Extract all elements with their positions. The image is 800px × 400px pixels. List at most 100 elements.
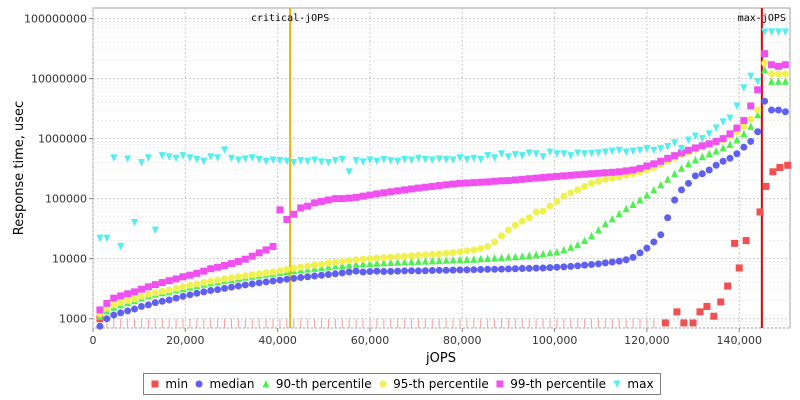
data-point: [373, 157, 381, 166]
data-point: [781, 70, 789, 78]
data-point: [221, 146, 229, 154]
data-point: [96, 234, 104, 243]
data-point: [283, 275, 291, 283]
data-point: [684, 136, 692, 144]
data-point: [525, 214, 533, 222]
legend-symbol: [151, 380, 159, 388]
data-point: [629, 166, 637, 174]
data-point: [491, 254, 499, 262]
data-point: [172, 154, 180, 163]
data-point: [442, 249, 450, 257]
data-point: [684, 179, 692, 187]
data-point: [636, 164, 644, 172]
data-point: [151, 289, 159, 297]
data-point: [511, 221, 519, 229]
data-point: [103, 315, 111, 323]
data-point: [511, 265, 519, 273]
data-point: [186, 154, 194, 162]
data-point: [456, 266, 464, 274]
data-point: [622, 256, 630, 264]
data-point: [207, 287, 215, 295]
data-point: [449, 180, 457, 188]
data-point: [636, 195, 644, 204]
data-point: [484, 242, 492, 250]
data-point: [96, 322, 104, 330]
data-point: [673, 308, 681, 316]
data-point: [352, 256, 360, 264]
series-99-th-percentile: [96, 50, 789, 314]
data-point: [442, 181, 450, 189]
data-point: [781, 28, 789, 36]
data-point: [241, 281, 249, 289]
data-point: [560, 172, 568, 180]
data-point: [407, 257, 415, 266]
data-point: [761, 97, 769, 105]
y-axis-ticks: 1000 10000 100000 1000000 10000000 100000000: [24, 13, 93, 326]
data-point: [567, 171, 575, 179]
data-point: [622, 148, 630, 156]
data-point: [726, 114, 734, 123]
data-point: [352, 157, 360, 165]
data-point: [532, 264, 540, 272]
data-point: [442, 266, 450, 274]
data-point: [338, 195, 346, 203]
data-point: [774, 70, 782, 78]
data-point: [477, 254, 485, 263]
data-point: [703, 302, 711, 310]
data-point: [712, 124, 720, 133]
data-point: [477, 155, 485, 164]
marker-label: max-jOPS: [738, 13, 786, 24]
data-point: [407, 185, 415, 193]
data-point: [511, 252, 519, 261]
data-point: [484, 152, 492, 160]
data-point: [594, 169, 602, 177]
data-point: [144, 283, 152, 291]
data-point: [774, 77, 782, 85]
legend-symbol: [379, 380, 387, 388]
data-point: [262, 278, 270, 286]
data-point: [131, 219, 139, 227]
data-point: [214, 286, 222, 294]
data-point: [297, 204, 305, 212]
data-point: [581, 150, 589, 158]
data-point: [456, 154, 464, 162]
data-point: [179, 273, 187, 281]
data-point: [179, 283, 187, 291]
data-point: [449, 266, 457, 274]
data-point: [276, 267, 284, 275]
data-point: [691, 132, 699, 141]
data-point: [498, 265, 506, 273]
data-point: [594, 260, 602, 268]
data-point: [601, 148, 609, 156]
data-point: [414, 154, 422, 163]
data-point: [657, 157, 665, 165]
data-point: [207, 277, 215, 285]
data-point: [601, 219, 609, 228]
data-point: [255, 270, 263, 278]
data-point: [567, 262, 575, 270]
data-point: [712, 161, 720, 169]
data-point: [366, 191, 374, 199]
data-point: [359, 268, 367, 276]
data-point: [165, 277, 173, 285]
data-point: [137, 159, 145, 167]
data-point: [269, 242, 277, 250]
series-median: [96, 97, 789, 330]
data-point: [255, 279, 263, 287]
data-point: [117, 299, 125, 307]
data-point: [311, 156, 319, 165]
data-point: [172, 284, 180, 292]
data-point: [144, 301, 152, 309]
data-point: [768, 106, 776, 114]
data-point: [698, 170, 706, 178]
data-point: [248, 154, 256, 162]
data-point: [428, 156, 436, 165]
data-point: [144, 290, 152, 298]
data-point: [754, 77, 762, 86]
data-point: [449, 249, 457, 257]
data-point: [546, 202, 554, 210]
data-point: [290, 264, 298, 272]
data-point: [463, 255, 471, 263]
data-point: [380, 268, 388, 276]
data-point: [117, 292, 125, 300]
